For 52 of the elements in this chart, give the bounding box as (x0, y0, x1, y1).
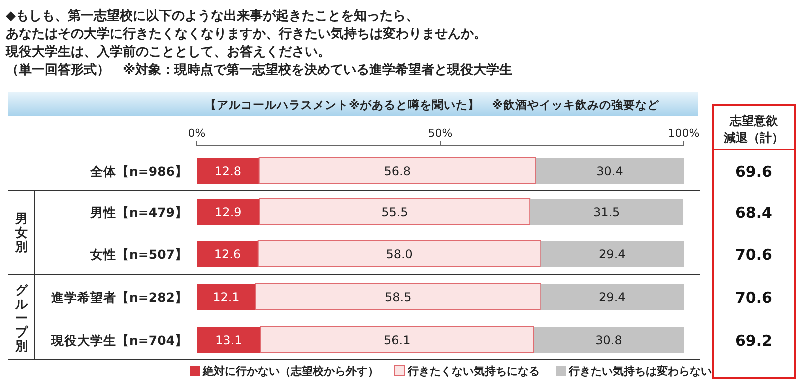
bar (260, 326, 535, 354)
data-label: 56.8 (384, 164, 412, 178)
bar (259, 198, 531, 226)
y-tick-label: 現役大学生【n=704】 (50, 333, 188, 348)
text: 70.6 (735, 289, 773, 307)
chart-title: ◆もしも、第一志望校に以下のような出来事が起きたことを知ったら、あなたはその大学に行きたくなくなりますか、行きたい気持ちは変わりませんか。現役大学生は、入学前のこととして、お答えください。 (5, 8, 487, 60)
bar (530, 199, 684, 225)
y-tick-label: 女性【n=507】 (90, 247, 188, 262)
x-tick-label: 0% (188, 127, 206, 140)
bar (197, 284, 256, 310)
bar (255, 284, 542, 310)
legend-label: 行きたくない気持ちになる (407, 365, 540, 378)
text: 70.6 (735, 246, 773, 264)
bar (197, 241, 258, 267)
bar (540, 284, 684, 310)
x-tick-label: 100% (668, 127, 700, 140)
data-label: 29.4 (599, 290, 626, 304)
data-label: 12.9 (215, 206, 242, 220)
y-tick-label: 全体【n=986】 (90, 164, 188, 179)
bar (197, 327, 261, 353)
bar (197, 199, 260, 225)
data-label: 12.1 (213, 290, 240, 304)
chart-subtitle: （単一回答形式） ※対象：現時点で第一志望校を決めている進学希望者と現役大学生 (6, 62, 513, 78)
data-label: 13.1 (216, 334, 242, 348)
data-label: 58.5 (385, 290, 412, 304)
data-label: 55.5 (382, 206, 408, 220)
bar (258, 240, 542, 268)
text: 68.4 (735, 204, 773, 222)
data-label: 56.1 (384, 334, 411, 348)
x-tick-label: 50% (428, 127, 453, 140)
text: 【アルコールハラスメント※があると噂を聞いた】 ※飲酒やイッキ飲みの強要など (205, 98, 660, 112)
legend-label: 行きたい気持ちは変わらない (568, 365, 712, 378)
data-label: 12.8 (214, 164, 242, 178)
data-label: 29.4 (599, 248, 626, 262)
bar (534, 327, 684, 353)
bar (258, 158, 536, 184)
legend-label: 絶対に行かない（志望校から外す） (202, 365, 379, 378)
bar (197, 158, 260, 184)
bar (536, 158, 684, 184)
data-label: 30.8 (596, 334, 622, 348)
bar (540, 241, 684, 267)
data-label: 12.6 (214, 248, 242, 262)
y-tick-label: 進学希望者【n=282】 (50, 290, 188, 305)
text: 男女別 (14, 211, 28, 254)
text: 志望意欲減退（計） (723, 114, 784, 145)
text: グループ別 (14, 282, 30, 354)
text: 69.6 (735, 163, 773, 181)
text: 69.2 (735, 332, 773, 350)
y-tick-label: 男性【n=479】 (90, 205, 188, 220)
data-label: 58.0 (386, 248, 413, 262)
data-label: 30.4 (596, 164, 624, 178)
data-label: 31.5 (593, 206, 620, 220)
